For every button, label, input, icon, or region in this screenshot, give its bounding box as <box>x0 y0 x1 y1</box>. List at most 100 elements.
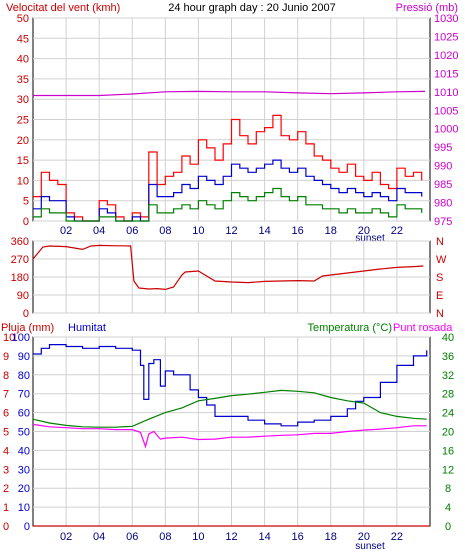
wind-xtick-18: 18 <box>325 225 337 237</box>
humidity-axis-ticks: 0 10 20 30 40 50 60 70 80 90 100 <box>12 332 30 533</box>
wind-xtick-14: 14 <box>258 225 270 237</box>
rain-tick-4: 4 <box>3 445 9 457</box>
wind-panel-left-ticks: 0 5 10 15 20 25 30 35 40 45 50 <box>17 13 29 228</box>
temperature-tick-20: 20 <box>442 427 454 439</box>
direction-panel-grid <box>33 240 430 314</box>
humidity-tick-30: 30 <box>18 464 30 476</box>
pressure-axis-label: Pressió (mb) <box>396 2 458 14</box>
wind-tick-30: 30 <box>17 94 29 106</box>
pressure-tick-980: 980 <box>434 198 452 210</box>
wind-tick-10: 10 <box>17 175 29 187</box>
pressure-tick-1015: 1015 <box>434 68 458 80</box>
rain-tick-0: 0 <box>3 521 9 533</box>
rain-tick-9: 9 <box>3 351 9 363</box>
temperature-tick-24: 24 <box>442 408 454 420</box>
pressure-line <box>33 90 426 97</box>
humidity-tick-20: 20 <box>18 483 30 495</box>
temperature-axis-label: Temperatura (°C) <box>308 322 392 334</box>
sunset-label-top: sunset <box>355 233 385 244</box>
temperature-line <box>32 389 427 428</box>
temperature-tick-32: 32 <box>442 370 454 382</box>
compass-n-0: N <box>436 236 444 248</box>
humidity-tick-0: 0 <box>24 521 30 533</box>
humidity-tick-100: 100 <box>12 332 30 344</box>
humidity-tick-10: 10 <box>18 502 30 514</box>
humidity-panel-series <box>32 344 430 527</box>
wind-xtick-12: 12 <box>225 225 237 237</box>
wind-tick-35: 35 <box>17 74 29 86</box>
humidity-xtick-06: 06 <box>126 531 138 543</box>
rain-tick-3: 3 <box>3 464 9 476</box>
wind-xtick-16: 16 <box>292 225 304 237</box>
wind-tick-5: 5 <box>23 196 29 208</box>
compass-n-4: N <box>436 308 444 320</box>
humidity-panel-x-ticks: 02 04 06 08 10 12 14 16 18 20 22 <box>60 531 403 543</box>
wind-tick-20: 20 <box>17 135 29 147</box>
wind-tick-0: 0 <box>23 216 29 228</box>
pressure-tick-1020: 1020 <box>434 50 458 62</box>
humidity-xtick-18: 18 <box>325 531 337 543</box>
direction-tick-270: 270 <box>11 254 29 266</box>
temperature-tick-12: 12 <box>442 464 454 476</box>
humidity-xtick-20: 20 <box>358 531 370 543</box>
wind-tick-15: 15 <box>17 155 29 167</box>
temperature-tick-16: 16 <box>442 445 454 457</box>
wind-gust-line <box>33 114 423 222</box>
dewpoint-line <box>32 423 427 449</box>
pressure-tick-975: 975 <box>434 216 452 228</box>
compass-s-2: S <box>436 272 443 284</box>
pressure-tick-990: 990 <box>434 161 452 173</box>
wind-tick-45: 45 <box>17 33 29 45</box>
humidity-tick-60: 60 <box>18 408 30 420</box>
humidity-tick-80: 80 <box>18 370 30 382</box>
humidity-axis-label: Humitat <box>68 322 106 334</box>
wind-axis-label: Velocitat del vent (kmh) <box>6 2 120 14</box>
wind-tick-40: 40 <box>17 54 29 66</box>
pressure-tick-995: 995 <box>434 142 452 154</box>
wind-xtick-08: 08 <box>159 225 171 237</box>
wind-average-line <box>33 159 423 222</box>
temperature-tick-28: 28 <box>442 389 454 401</box>
humidity-xtick-16: 16 <box>292 531 304 543</box>
rain-tick-2: 2 <box>3 483 9 495</box>
wind-panel-series <box>33 90 426 222</box>
humidity-tick-70: 70 <box>18 389 30 401</box>
direction-panel-left-ticks: 0 90 180 270 360 <box>11 236 29 320</box>
wind-tick-50: 50 <box>17 13 29 25</box>
humidity-xtick-14: 14 <box>258 531 270 543</box>
rain-tick-5: 5 <box>3 427 9 439</box>
rain-tick-7: 7 <box>3 389 9 401</box>
compass-w-1: W <box>436 254 447 266</box>
chart-title: 24 hour graph day : 20 Junio 2007 <box>168 2 336 14</box>
humidity-tick-40: 40 <box>18 445 30 457</box>
humidity-tick-50: 50 <box>18 427 30 439</box>
rain-tick-1: 1 <box>3 502 9 514</box>
humidity-line <box>33 344 428 427</box>
wind-tick-25: 25 <box>17 115 29 127</box>
wind-xtick-02: 02 <box>60 225 72 237</box>
pressure-tick-1000: 1000 <box>434 124 458 136</box>
pressure-tick-1030: 1030 <box>434 13 458 25</box>
wind-panel-right-ticks: 975 980 985 990 995 1000 1005 1010 1015 1020 1025 1… <box>434 13 458 228</box>
pressure-tick-1005: 1005 <box>434 105 458 117</box>
temperature-axis-ticks: 0 4 8 12 16 20 24 28 32 36 40 <box>442 332 454 533</box>
pressure-tick-985: 985 <box>434 179 452 191</box>
direction-line <box>32 244 424 291</box>
humidity-xtick-12: 12 <box>225 531 237 543</box>
rain-tick-8: 8 <box>3 370 9 382</box>
temperature-tick-0: 0 <box>445 521 451 533</box>
direction-tick-0: 0 <box>23 308 29 320</box>
sunset-label-bottom: sunset <box>355 541 385 552</box>
rain-tick-6: 6 <box>3 408 9 420</box>
direction-tick-360: 360 <box>11 236 29 248</box>
direction-tick-180: 180 <box>11 272 29 284</box>
humidity-xtick-10: 10 <box>192 531 204 543</box>
humidity-tick-90: 90 <box>18 351 30 363</box>
humidity-xtick-02: 02 <box>60 531 72 543</box>
wind-xtick-06: 06 <box>126 225 138 237</box>
